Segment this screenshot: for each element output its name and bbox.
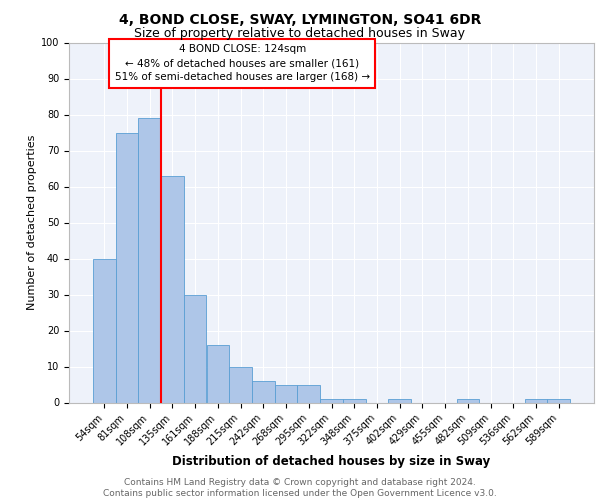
Bar bbox=[139, 118, 161, 403]
Bar bbox=[275, 384, 298, 402]
Y-axis label: Number of detached properties: Number of detached properties bbox=[27, 135, 37, 310]
Bar bbox=[206, 345, 229, 403]
Bar bbox=[524, 399, 547, 402]
Text: Size of property relative to detached houses in Sway: Size of property relative to detached ho… bbox=[134, 28, 466, 40]
Bar bbox=[93, 258, 116, 402]
Bar bbox=[184, 294, 206, 403]
Bar bbox=[547, 399, 570, 402]
Text: 4 BOND CLOSE: 124sqm
← 48% of detached houses are smaller (161)
51% of semi-deta: 4 BOND CLOSE: 124sqm ← 48% of detached h… bbox=[115, 44, 370, 82]
Bar bbox=[320, 399, 343, 402]
Bar bbox=[343, 399, 365, 402]
Bar bbox=[298, 384, 320, 402]
Bar bbox=[252, 381, 275, 402]
Text: Contains HM Land Registry data © Crown copyright and database right 2024.
Contai: Contains HM Land Registry data © Crown c… bbox=[103, 478, 497, 498]
Bar bbox=[388, 399, 411, 402]
Bar bbox=[457, 399, 479, 402]
Bar bbox=[116, 132, 139, 402]
Bar bbox=[161, 176, 184, 402]
X-axis label: Distribution of detached houses by size in Sway: Distribution of detached houses by size … bbox=[172, 456, 491, 468]
Bar bbox=[229, 366, 252, 402]
Text: 4, BOND CLOSE, SWAY, LYMINGTON, SO41 6DR: 4, BOND CLOSE, SWAY, LYMINGTON, SO41 6DR bbox=[119, 12, 481, 26]
